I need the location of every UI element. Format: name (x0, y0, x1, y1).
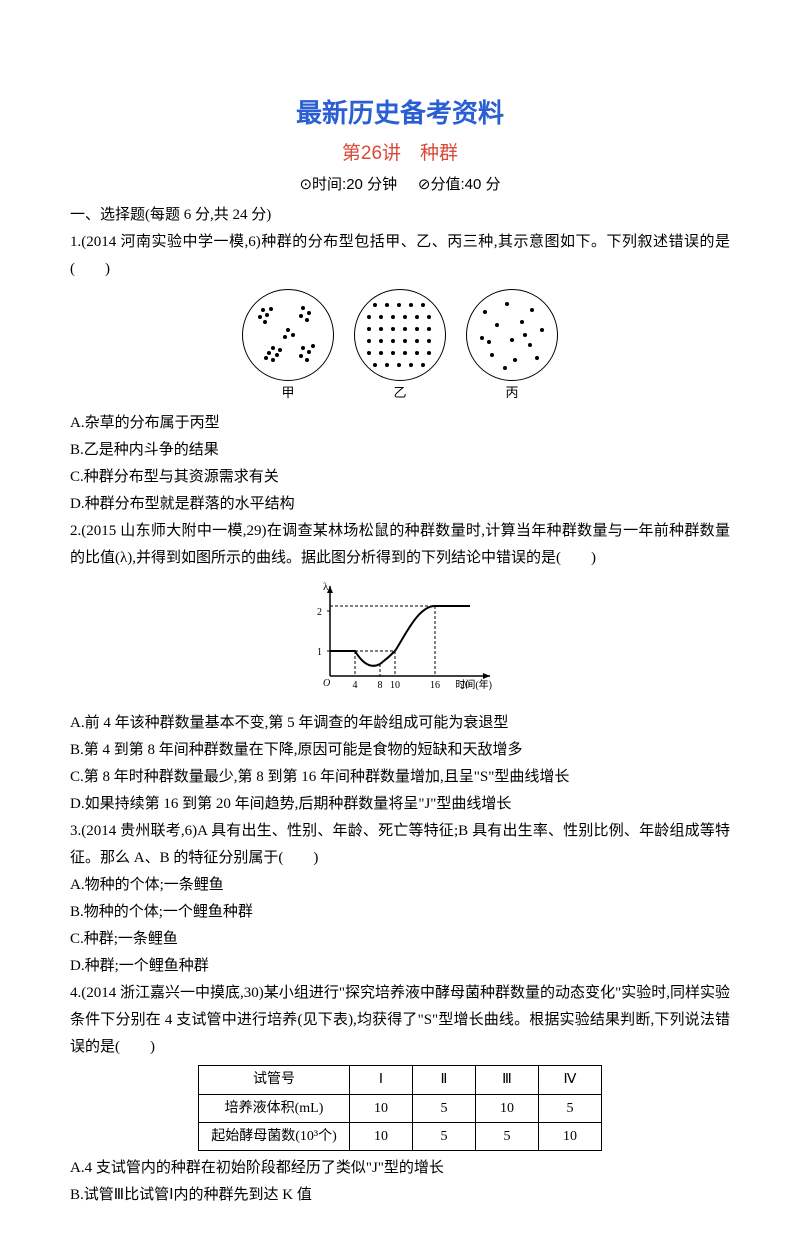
r1-c1: 10 (350, 1094, 413, 1122)
q3-choice-c: C.种群;一条鲤鱼 (70, 926, 730, 953)
check-icon: ⊘ (418, 171, 431, 198)
q1-fig-c-label: 丙 (505, 381, 518, 404)
ytick-1: 1 (317, 647, 322, 658)
q1-choice-a: A.杂草的分布属于丙型 (70, 410, 730, 437)
q1-choice-d: D.种群分布型就是群落的水平结构 (70, 491, 730, 518)
th-4: Ⅳ (539, 1066, 602, 1094)
table-row: 试管号 Ⅰ Ⅱ Ⅲ Ⅳ (199, 1066, 602, 1094)
q1-figures: 甲 乙 (70, 289, 730, 404)
r2-c3: 5 (476, 1122, 539, 1150)
q1-fig-c: 丙 (466, 289, 558, 404)
q2-choice-d: D.如果持续第 16 到第 20 年间趋势,后期种群数量将呈"J"型曲线增长 (70, 791, 730, 818)
pattern-clumped-icon (242, 289, 334, 381)
time-label: 时间:20 分钟 (312, 176, 397, 193)
q2-choice-a: A.前 4 年该种群数量基本不变,第 5 年调查的年龄组成可能为衰退型 (70, 710, 730, 737)
q3-choice-d: D.种群;一个鲤鱼种群 (70, 953, 730, 980)
r1-c3: 10 (476, 1094, 539, 1122)
xtick-8: 8 (378, 680, 383, 691)
pattern-uniform-icon (354, 289, 446, 381)
q2-graph: 1 2 4 8 10 16 20 λ O 时间(年) (70, 576, 730, 706)
th-2: Ⅱ (413, 1066, 476, 1094)
r2-c1: 10 (350, 1122, 413, 1150)
score-label: 分值:40 分 (431, 176, 501, 193)
th-3: Ⅲ (476, 1066, 539, 1094)
q2-choice-b: B.第 4 到第 8 年间种群数量在下降,原因可能是食物的短缺和天敌增多 (70, 737, 730, 764)
r2-c2: 5 (413, 1122, 476, 1150)
title-sub: 第26讲 种群 (70, 137, 730, 171)
q1-fig-b: 乙 (354, 289, 446, 404)
th-1: Ⅰ (350, 1066, 413, 1094)
lambda-graph-icon: 1 2 4 8 10 16 20 λ O 时间(年) (300, 576, 500, 696)
section1-heading: 一、选择题(每题 6 分,共 24 分) (70, 202, 730, 229)
q2-choice-c: C.第 8 年时种群数量最少,第 8 到第 16 年间种群数量增加,且呈"S"型… (70, 764, 730, 791)
xlabel: 时间(年) (455, 678, 492, 691)
clock-icon: ⊙ (299, 171, 312, 198)
timer-line: ⊙时间:20 分钟 ⊘分值:40 分 (70, 171, 730, 198)
r2-c4: 10 (539, 1122, 602, 1150)
q4-table: 试管号 Ⅰ Ⅱ Ⅲ Ⅳ 培养液体积(mL) 10 5 10 5 起始酵母菌数(1… (198, 1065, 602, 1151)
xtick-4: 4 (353, 680, 358, 691)
r1-c2: 5 (413, 1094, 476, 1122)
q2-stem: 2.(2015 山东师大附中一模,29)在调查某林场松鼠的种群数量时,计算当年种… (70, 518, 730, 572)
title-main: 最新历史备考资料 (70, 90, 730, 137)
table-row: 起始酵母菌数(10³个) 10 5 5 10 (199, 1122, 602, 1150)
q3-stem: 3.(2014 贵州联考,6)A 具有出生、性别、年龄、死亡等特征;B 具有出生… (70, 818, 730, 872)
q3-choice-a: A.物种的个体;一条鲤鱼 (70, 872, 730, 899)
th-tube: 试管号 (199, 1066, 350, 1094)
r1-label: 培养液体积(mL) (199, 1094, 350, 1122)
ylabel: λ (323, 581, 329, 593)
page: 最新历史备考资料 第26讲 种群 ⊙时间:20 分钟 ⊘分值:40 分 一、选择… (0, 0, 800, 1249)
origin-label: O (323, 678, 330, 689)
q1-choice-b: B.乙是种内斗争的结果 (70, 437, 730, 464)
pattern-random-icon (466, 289, 558, 381)
q1-fig-a-label: 甲 (281, 381, 294, 404)
r2-label: 起始酵母菌数(10³个) (199, 1122, 350, 1150)
q3-choice-b: B.物种的个体;一个鲤鱼种群 (70, 899, 730, 926)
q1-choice-c: C.种群分布型与其资源需求有关 (70, 464, 730, 491)
xtick-10: 10 (390, 680, 400, 691)
xtick-16: 16 (430, 680, 440, 691)
table-row: 培养液体积(mL) 10 5 10 5 (199, 1094, 602, 1122)
q1-stem: 1.(2014 河南实验中学一模,6)种群的分布型包括甲、乙、丙三种,其示意图如… (70, 229, 730, 283)
q1-fig-a: 甲 (242, 289, 334, 404)
q4-choice-b: B.试管Ⅲ比试管Ⅰ内的种群先到达 K 值 (70, 1182, 730, 1209)
q4-stem: 4.(2014 浙江嘉兴一中摸底,30)某小组进行"探究培养液中酵母菌种群数量的… (70, 980, 730, 1061)
ytick-2: 2 (317, 607, 322, 618)
q1-fig-b-label: 乙 (393, 381, 406, 404)
r1-c4: 5 (539, 1094, 602, 1122)
q4-choice-a: A.4 支试管内的种群在初始阶段都经历了类似"J"型的增长 (70, 1155, 730, 1182)
